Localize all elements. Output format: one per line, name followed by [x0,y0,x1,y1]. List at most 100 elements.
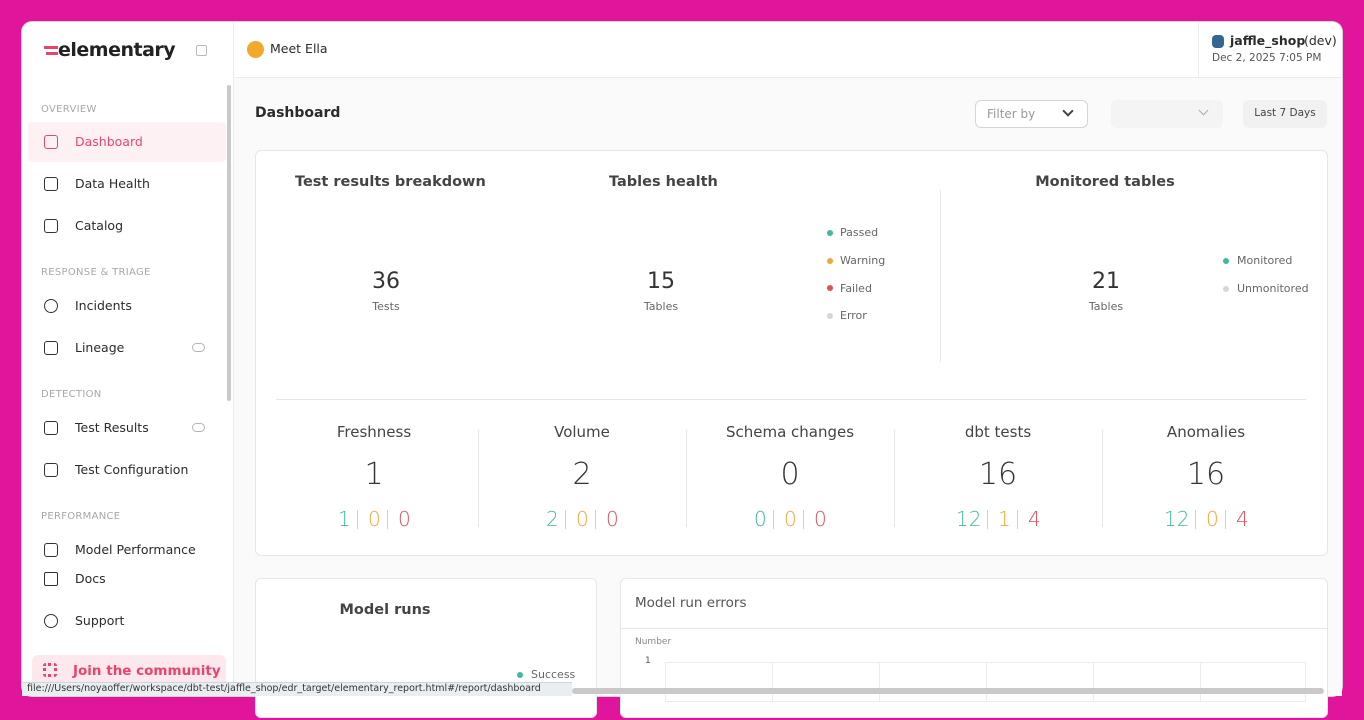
metric-name: Anomalies [1166,422,1246,441]
nav-item[interactable]: Lineage [75,340,125,356]
metric-separator [803,510,804,529]
chart-grid [665,662,1306,702]
nav-icon[interactable] [44,299,58,313]
nav-item[interactable]: Test Configuration [75,462,189,478]
card-title: Test results breakdown [295,174,486,190]
cloud-icon [192,343,205,352]
metric-warning: 1 [998,506,1011,531]
nav-icon[interactable] [44,543,58,557]
legend-dot [517,672,523,678]
section-title: DETECTION [41,388,102,400]
nav-icon[interactable] [44,135,58,149]
metric-failed: 0 [606,506,619,531]
nav-icon[interactable] [44,421,58,435]
legend-label: Passed [840,226,879,240]
metric-warning: 0 [784,506,797,531]
metric-separator [1225,510,1226,529]
nav-item[interactable]: Dashboard [75,134,143,150]
metric-passed: 12 [1164,506,1190,531]
card-divider [621,628,1327,629]
assistant-button[interactable]: Meet Ella [270,41,328,57]
page-title: Dashboard [255,105,341,122]
metric-name: dbt tests [964,422,1032,441]
card-title: Model runs [339,602,431,618]
metric-divider [1102,430,1103,527]
logo-mark [44,46,58,49]
nav-icon[interactable] [44,177,58,191]
nav-item[interactable]: Incidents [75,298,132,314]
metric-total: 0 [780,457,800,493]
metric-failed: 0 [814,506,827,531]
metric-total: 16 [1186,457,1226,493]
legend-dot [827,230,833,236]
nav-item[interactable]: Data Health [75,176,150,192]
external-link-icon[interactable] [196,45,207,56]
metric-separator [987,510,988,529]
metric-separator [565,510,566,529]
project-name: jaffle_shop [1230,33,1306,49]
nav-icon[interactable] [44,219,58,233]
metric-divider [686,430,687,527]
metric-separator [595,510,596,529]
h-scrollbar [572,688,1324,694]
range-label[interactable]: Last 7 Days [1254,107,1316,120]
nav-icon[interactable] [44,614,58,628]
slack-icon [43,663,57,677]
nav-item[interactable]: Test Results [75,420,149,436]
model-runs-card [255,578,597,718]
community-label[interactable]: Join the community [73,662,221,679]
metric-separator [387,510,388,529]
metric-warning: 0 [368,506,381,531]
metric-passed: 12 [956,506,982,531]
metric-total: 16 [978,457,1018,493]
ella-icon [247,41,264,58]
metric-separator [773,510,774,529]
card-divider [940,190,941,362]
metric-name: Freshness [336,422,412,441]
legend-dot [1223,258,1229,264]
legend-label: Error [840,309,867,323]
status-bar [22,682,572,696]
metric-separator [357,510,358,529]
card-divider [276,399,1306,400]
metric-divider [894,430,895,527]
y-axis-label: Number [635,637,672,648]
nav-icon[interactable] [44,572,58,586]
sidebar-scrollbar [227,85,231,401]
community-button[interactable] [32,655,226,687]
nav-active-bg [28,122,226,162]
nav-icon[interactable] [44,341,58,355]
metric-total: 1 [364,457,384,493]
nav-item[interactable]: Catalog [75,218,124,234]
logo-mark [46,52,58,55]
y-tick-label: 1 [645,656,651,667]
legend-dot [827,313,833,320]
nav-item[interactable]: Docs [75,571,106,587]
summary-value: 15 [647,269,675,295]
legend-label: Warning [840,253,886,267]
nav-item[interactable]: Model Performance [75,542,196,558]
section-title: PERFORMANCE [41,510,121,522]
legend-label: Success [531,668,576,682]
filter-select[interactable] [975,100,1088,128]
filter-placeholder[interactable]: Filter by [987,106,1036,121]
nav-icon[interactable] [44,463,58,477]
logo: elementary [58,39,176,62]
range-button[interactable] [1243,100,1327,128]
blank-select[interactable] [1111,100,1223,128]
metric-name: Schema changes [725,422,855,441]
section-title: OVERVIEW [41,103,97,115]
db-icon [1212,35,1224,48]
topbar [234,22,1342,78]
metric-warning: 0 [1206,506,1219,531]
card-title: Monitored tables [1035,174,1175,190]
status-url: file:///Users/noyaoffer/workspace/dbt-te… [27,683,541,695]
nav-item[interactable]: Support [75,613,125,629]
legend-label: Monitored [1237,254,1293,268]
metric-failed: 4 [1236,506,1249,531]
section-title: RESPONSE & TRIAGE [41,266,151,278]
metric-warning: 0 [576,506,589,531]
metric-total: 2 [572,457,592,493]
metric-passed: 1 [338,506,351,531]
